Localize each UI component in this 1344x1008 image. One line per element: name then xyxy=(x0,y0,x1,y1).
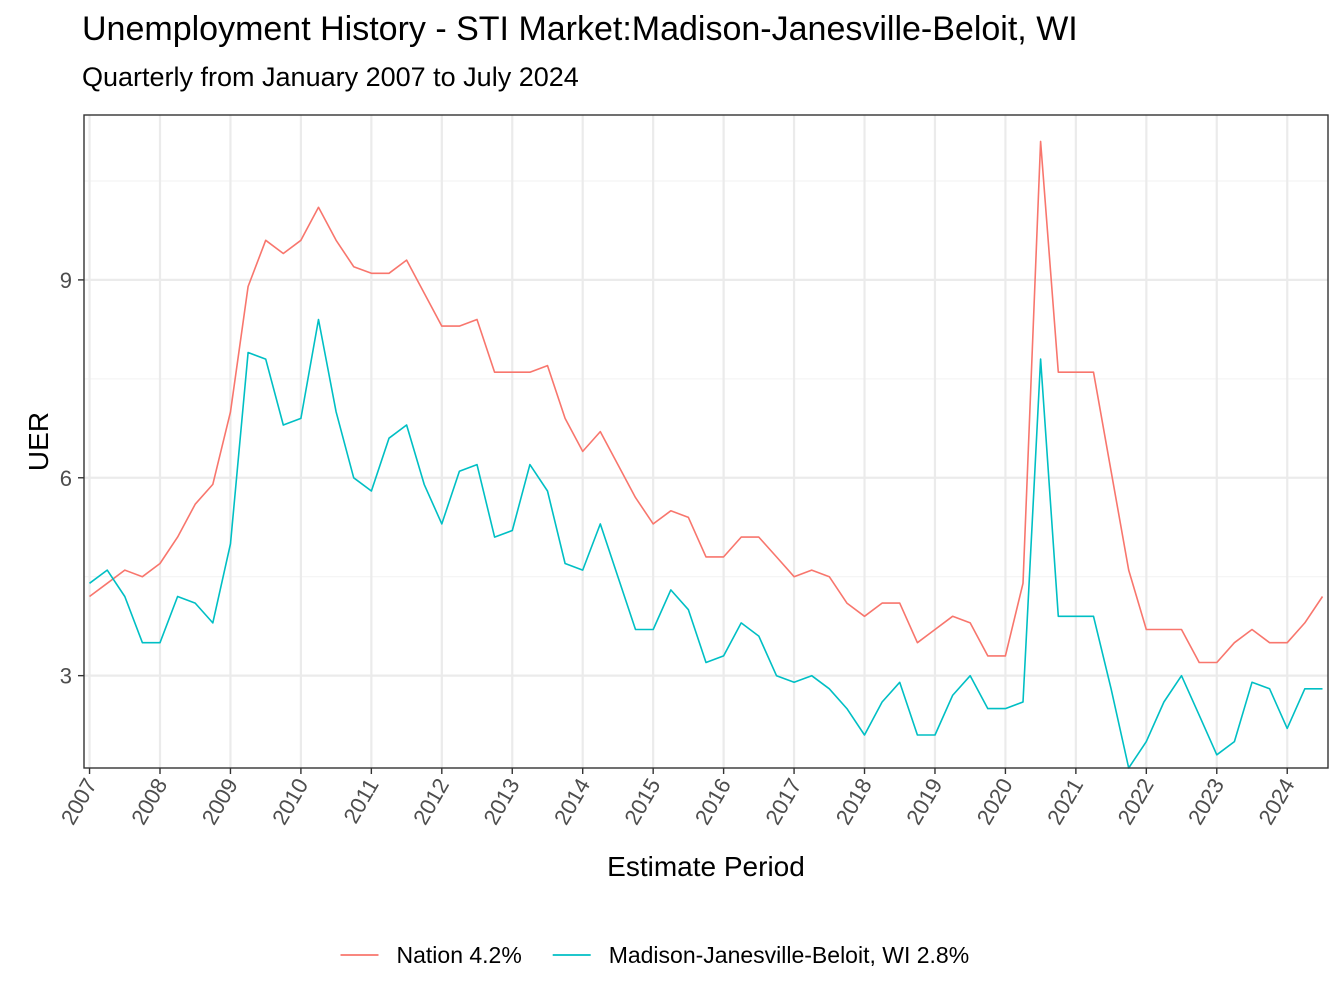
x-tick-label: 2023 xyxy=(1183,774,1229,829)
y-tick-label: 9 xyxy=(60,268,72,293)
legend-label: Nation 4.2% xyxy=(397,942,522,968)
y-tick-label: 6 xyxy=(60,466,72,491)
x-tick-label: 2013 xyxy=(478,774,524,829)
y-axis-title: UER xyxy=(23,412,54,471)
x-tick-label: 2010 xyxy=(267,774,313,829)
x-tick-label: 2007 xyxy=(56,774,102,829)
series-line xyxy=(89,318,1323,769)
x-axis: 2007 2008 2009 2010 2011 2012 2013 2014 2015 2016… xyxy=(56,768,1300,829)
y-axis: 3 6 9 xyxy=(60,268,84,689)
x-tick-label: 2017 xyxy=(760,774,806,829)
x-tick-label: 2008 xyxy=(126,774,172,829)
x-tick-label: 2020 xyxy=(972,774,1018,829)
series-lines xyxy=(89,140,1324,769)
x-tick-label: 2009 xyxy=(197,774,243,829)
legend-label: Madison-Janesville-Beloit, WI 2.8% xyxy=(609,942,969,968)
x-tick-label: 2012 xyxy=(408,774,454,829)
x-tick-label: 2019 xyxy=(901,774,947,829)
x-tick-label: 2021 xyxy=(1042,774,1088,829)
minor-gridlines xyxy=(84,180,1328,578)
chart-subtitle: Quarterly from January 2007 to July 2024 xyxy=(82,62,579,92)
x-tick-label: 2014 xyxy=(549,774,595,829)
chart-title: Unemployment History - STI Market:Madiso… xyxy=(82,10,1078,48)
x-tick-label: 2018 xyxy=(831,774,877,829)
x-tick-label: 2015 xyxy=(619,774,665,829)
x-tick-label: 2016 xyxy=(690,774,736,829)
x-tick-label: 2024 xyxy=(1253,774,1299,829)
y-tick-label: 3 xyxy=(60,664,72,689)
x-tick-label: 2022 xyxy=(1113,774,1159,829)
x-axis-title: Estimate Period xyxy=(607,851,805,882)
major-gridlines xyxy=(84,115,1328,768)
series-line xyxy=(89,140,1324,664)
panel-border xyxy=(83,114,1329,769)
legend: Nation 4.2% Madison-Janesville-Beloit, WI… xyxy=(340,942,969,968)
x-tick-label: 2011 xyxy=(338,774,383,827)
